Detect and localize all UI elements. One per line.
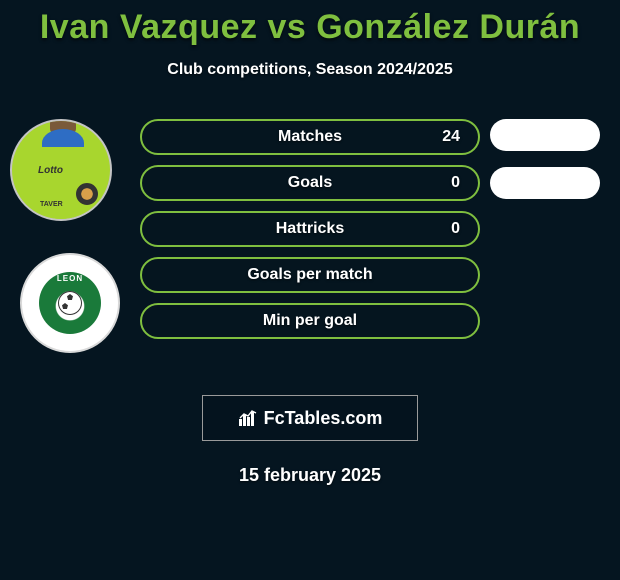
stat-label: Hattricks bbox=[276, 220, 344, 238]
bar-chart-icon bbox=[238, 409, 258, 427]
stat-row-goals-per-match: Goals per match bbox=[140, 257, 480, 293]
player-avatar: Lotto TAVER bbox=[10, 119, 112, 221]
stat-row-hattricks: Hattricks 0 bbox=[140, 211, 480, 247]
page-title: Ivan Vazquez vs González Durán bbox=[0, 8, 620, 47]
infographic-root: Ivan Vazquez vs González Durán Club comp… bbox=[0, 0, 620, 486]
stat-value: 0 bbox=[451, 220, 460, 238]
stat-value: 0 bbox=[451, 174, 460, 192]
date-text: 15 february 2025 bbox=[0, 465, 620, 486]
stat-value: 24 bbox=[442, 128, 460, 146]
stat-label: Goals bbox=[288, 174, 332, 192]
jersey-line-text: TAVER bbox=[40, 201, 63, 208]
watermark-text: FcTables.com bbox=[264, 408, 383, 429]
club-crest-text: LEON bbox=[39, 274, 101, 283]
stat-label: Min per goal bbox=[263, 312, 357, 330]
stat-row-goals: Goals 0 bbox=[140, 165, 480, 201]
club-badge: LEON bbox=[20, 253, 120, 353]
jersey-crest-icon bbox=[76, 183, 98, 205]
subtitle: Club competitions, Season 2024/2025 bbox=[0, 61, 620, 79]
content-area: Lotto TAVER LEON Matches 24 Goals 0 Hatt… bbox=[0, 119, 620, 379]
watermark-box: FcTables.com bbox=[202, 395, 418, 441]
soccer-ball-icon bbox=[58, 291, 82, 315]
jersey-brand-text: Lotto bbox=[38, 165, 63, 176]
club-crest-icon: LEON bbox=[39, 272, 101, 334]
stat-label: Goals per match bbox=[247, 266, 372, 284]
stat-row-matches: Matches 24 bbox=[140, 119, 480, 155]
right-pills-column bbox=[490, 119, 600, 199]
blank-pill bbox=[490, 167, 600, 199]
stats-column: Matches 24 Goals 0 Hattricks 0 Goals per… bbox=[140, 119, 480, 339]
stat-row-min-per-goal: Min per goal bbox=[140, 303, 480, 339]
blank-pill bbox=[490, 119, 600, 151]
stat-label: Matches bbox=[278, 128, 342, 146]
